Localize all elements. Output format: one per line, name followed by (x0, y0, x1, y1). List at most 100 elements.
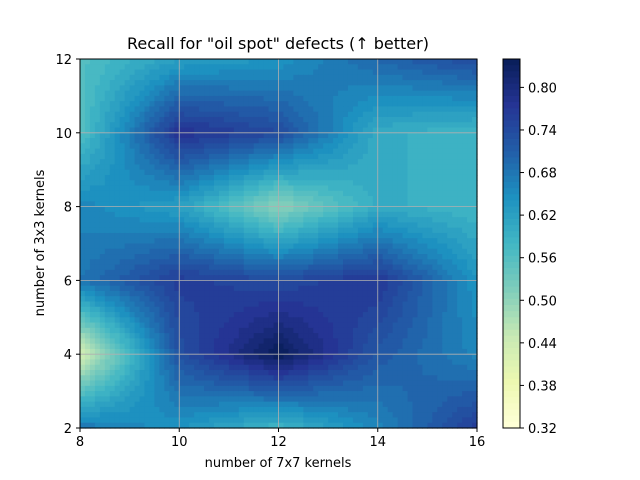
heatmap-cell (377, 285, 384, 292)
heatmap-cell (204, 385, 210, 392)
heatmap-cell (209, 95, 215, 102)
heatmap-cell (338, 206, 344, 213)
heatmap-cell (154, 132, 160, 139)
heatmap-cell (467, 375, 473, 382)
heatmap-cell (253, 296, 260, 303)
heatmap-cell (189, 206, 195, 213)
heatmap-cell (154, 185, 160, 192)
heatmap-cell (228, 375, 235, 382)
heatmap-cell (402, 201, 409, 208)
heatmap-cell (238, 290, 245, 297)
heatmap-cell (412, 80, 419, 86)
heatmap-cell (318, 333, 324, 339)
heatmap-cell (119, 232, 126, 239)
heatmap-cell (387, 74, 394, 81)
heatmap-cell (452, 217, 458, 224)
heatmap-cell (343, 106, 349, 113)
heatmap-cell (233, 348, 240, 355)
heatmap-cell (84, 338, 91, 345)
heatmap-cell (159, 174, 165, 181)
heatmap-cell (432, 254, 438, 260)
heatmap-cell (293, 375, 299, 382)
heatmap-cell (442, 174, 448, 181)
heatmap-cell (134, 296, 141, 303)
heatmap-cell (99, 169, 106, 176)
heatmap-cell (268, 248, 275, 255)
heatmap-cell (233, 280, 240, 287)
heatmap-cell (204, 348, 210, 355)
heatmap-cell (367, 201, 374, 208)
heatmap-cell (293, 322, 299, 329)
heatmap-cell (328, 264, 334, 271)
heatmap-cell (268, 80, 275, 86)
heatmap-cell (194, 254, 200, 260)
heatmap-cell (253, 185, 260, 192)
heatmap-cell (457, 222, 463, 229)
heatmap-cell (228, 127, 235, 134)
heatmap-cell (164, 222, 170, 229)
heatmap-cell (447, 180, 453, 187)
heatmap-cell (263, 122, 270, 129)
heatmap-cell (357, 254, 364, 260)
heatmap-cell (129, 111, 136, 118)
heatmap-cell (437, 201, 443, 208)
heatmap-cell (343, 222, 349, 229)
heatmap-cell (352, 169, 359, 176)
heatmap-cell (134, 285, 141, 292)
heatmap-cell (204, 127, 210, 134)
heatmap-cell (412, 364, 419, 371)
heatmap-cell (233, 248, 240, 255)
heatmap-cell (328, 185, 334, 192)
heatmap-cell (149, 180, 156, 187)
heatmap-cell (139, 111, 146, 118)
heatmap-cell (343, 196, 349, 202)
heatmap-cell (318, 222, 324, 229)
heatmap-cell (467, 138, 473, 144)
heatmap-cell (204, 206, 210, 213)
heatmap-cell (233, 238, 240, 245)
heatmap-cell (412, 206, 419, 213)
heatmap-cell (412, 296, 419, 303)
heatmap-cell (472, 90, 478, 97)
heatmap-cell (357, 64, 364, 71)
heatmap-cell (318, 359, 324, 366)
heatmap-cell (288, 264, 294, 271)
heatmap-cell (472, 169, 478, 176)
heatmap-cell (462, 174, 468, 181)
heatmap-cell (357, 127, 364, 134)
heatmap-cell (159, 364, 165, 371)
heatmap-cell (333, 217, 339, 224)
heatmap-cell (278, 101, 285, 108)
heatmap-cell (382, 74, 389, 81)
heatmap-cell (233, 285, 240, 292)
heatmap-cell (427, 380, 433, 387)
heatmap-cell (318, 164, 324, 171)
heatmap-cell (457, 101, 463, 108)
heatmap-cell (343, 254, 349, 260)
heatmap-cell (129, 327, 136, 334)
heatmap-cell (179, 333, 185, 339)
heatmap-cell (427, 280, 433, 287)
heatmap-cell (258, 370, 265, 376)
heatmap-cell (273, 122, 280, 129)
heatmap-cell (179, 254, 185, 260)
heatmap-cell (457, 143, 463, 150)
heatmap-cell (243, 111, 250, 118)
heatmap-cell (432, 359, 438, 366)
heatmap-cell (452, 254, 458, 260)
heatmap-cell (283, 227, 290, 234)
heatmap-cell (447, 343, 453, 350)
heatmap-cell (412, 275, 419, 281)
heatmap-cell (94, 254, 101, 260)
heatmap-cell (114, 243, 121, 250)
heatmap-cell (233, 385, 240, 392)
heatmap-cell (298, 333, 304, 339)
heatmap-cell (109, 232, 116, 239)
heatmap-cell (308, 317, 314, 324)
heatmap-cell (447, 370, 453, 376)
heatmap-cell (298, 254, 304, 260)
heatmap-cell (154, 106, 160, 113)
heatmap-cell (258, 143, 265, 150)
heatmap-cell (372, 180, 379, 187)
heatmap-cell (80, 185, 86, 192)
